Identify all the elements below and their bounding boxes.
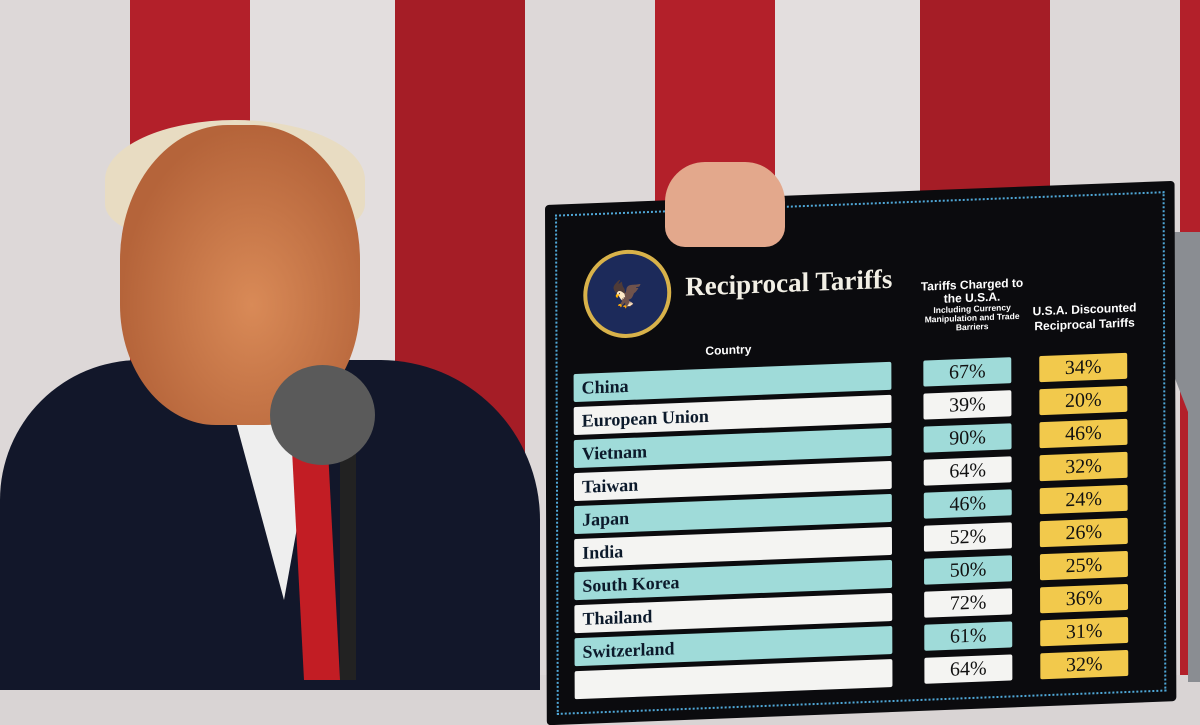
charged-cell: 61% bbox=[924, 621, 1013, 651]
charged-cell: 50% bbox=[924, 555, 1013, 585]
header-charged-note: Including Currency Manipulation and Trad… bbox=[924, 302, 1020, 333]
presidential-seal-icon: 🦅 bbox=[583, 248, 672, 340]
reciprocal-cell: 31% bbox=[1040, 616, 1129, 647]
board-title: Reciprocal Tariffs bbox=[685, 263, 893, 302]
charged-cell: 67% bbox=[923, 357, 1012, 387]
charged-cell: 64% bbox=[923, 456, 1012, 486]
reciprocal-cell: 20% bbox=[1039, 385, 1128, 416]
reciprocal-cell: 36% bbox=[1040, 583, 1129, 614]
charged-cell: 72% bbox=[924, 588, 1013, 618]
charged-cell: 90% bbox=[923, 423, 1012, 453]
microphone-stand bbox=[340, 420, 356, 680]
reciprocal-cell: 46% bbox=[1039, 418, 1128, 449]
charged-cell: 39% bbox=[923, 390, 1012, 420]
header-charged: Tariffs Charged to the U.S.A. Including C… bbox=[917, 275, 1027, 334]
charged-cell: 46% bbox=[923, 489, 1012, 519]
header-charged-label: Tariffs Charged to the U.S.A. bbox=[920, 275, 1024, 306]
reciprocal-cell: 24% bbox=[1039, 484, 1128, 515]
charged-cell: 52% bbox=[923, 522, 1012, 552]
reciprocal-cell: 25% bbox=[1039, 550, 1128, 581]
reciprocal-cell: 32% bbox=[1039, 451, 1128, 482]
charged-cell: 64% bbox=[924, 654, 1013, 684]
reciprocal-cell: 34% bbox=[1039, 352, 1128, 383]
header-discounted: U.S.A. Discounted Reciprocal Tariffs bbox=[1032, 300, 1137, 334]
microphone bbox=[270, 365, 375, 465]
header-country: Country bbox=[705, 342, 752, 358]
tariff-chart-board: 🦅 Reciprocal Tariffs Country Tariffs Cha… bbox=[545, 180, 1177, 725]
hand bbox=[665, 162, 785, 247]
reciprocal-cell: 26% bbox=[1039, 517, 1128, 548]
country-cell bbox=[574, 658, 893, 700]
